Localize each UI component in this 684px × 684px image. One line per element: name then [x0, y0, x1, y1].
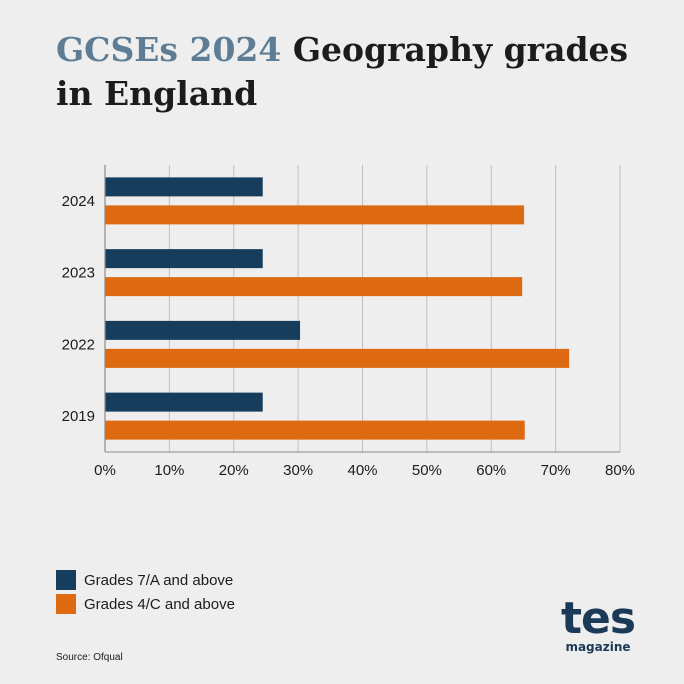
- source-note: Source: Ofqual: [56, 652, 123, 663]
- legend-swatch-grades-7a: [56, 570, 76, 590]
- x-tick-label: 80%: [605, 462, 635, 479]
- legend-label-grades-7a: Grades 7/A and above: [84, 571, 234, 589]
- bar-grades-7a-2023: [105, 249, 263, 269]
- x-tick-label: 70%: [541, 462, 571, 479]
- x-tick-label: 50%: [412, 462, 442, 479]
- logo-subtitle: magazine: [565, 640, 631, 654]
- legend: Grades 7/A and above Grades 4/C and abov…: [56, 568, 235, 616]
- x-tick-label: 20%: [219, 462, 249, 479]
- legend-item-grades-7a: Grades 7/A and above: [56, 568, 235, 592]
- x-tick-label: 10%: [154, 462, 184, 479]
- legend-item-grades-4c: Grades 4/C and above: [56, 592, 235, 616]
- x-tick-label: 0%: [94, 462, 116, 479]
- bar-grades-4c-2024: [105, 205, 525, 225]
- x-tick-label: 40%: [347, 462, 377, 479]
- bar-grades-7a-2022: [105, 320, 301, 340]
- bar-grades-4c-2023: [105, 277, 523, 297]
- chart-title: GCSEs 2024 Geography grades in England: [56, 28, 656, 116]
- title-highlight: GCSEs 2024: [56, 30, 282, 69]
- legend-label-grades-4c: Grades 4/C and above: [84, 595, 235, 613]
- legend-swatch-grades-4c: [56, 594, 76, 614]
- logo-wordmark: tes: [560, 593, 636, 644]
- y-category-label: 2022: [62, 336, 95, 353]
- tes-magazine-logo: tes magazine: [558, 593, 638, 655]
- bar-grades-4c-2019: [105, 420, 525, 440]
- y-category-label: 2023: [62, 265, 95, 282]
- y-category-label: 2019: [62, 408, 95, 425]
- x-tick-label: 30%: [283, 462, 313, 479]
- x-tick-label: 60%: [476, 462, 506, 479]
- bar-grades-4c-2022: [105, 348, 570, 368]
- bar-grades-7a-2019: [105, 392, 263, 412]
- y-category-label: 2024: [62, 193, 95, 210]
- title-rest: Geography grades in England: [56, 30, 629, 113]
- bar-grades-7a-2024: [105, 177, 263, 197]
